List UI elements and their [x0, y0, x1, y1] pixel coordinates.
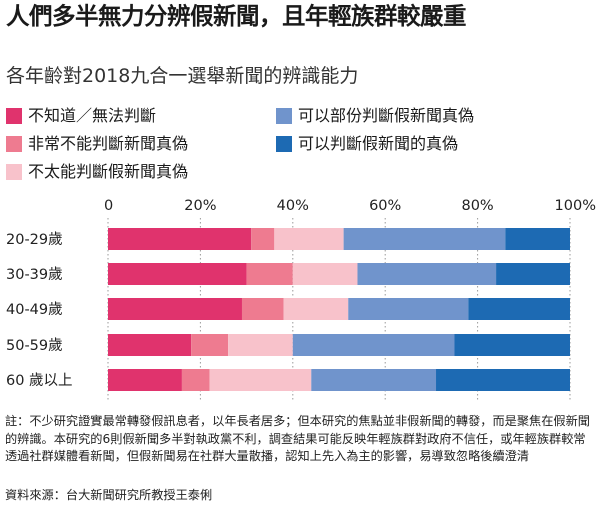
bar-segment [241, 298, 284, 320]
x-tick-label: 80% [461, 198, 493, 214]
bar-segment [246, 263, 293, 285]
bar-segment [292, 334, 455, 356]
x-tick-label: 20% [184, 198, 216, 214]
bar-segment [274, 228, 344, 250]
bar-segment [108, 369, 182, 391]
bar-segment [357, 263, 497, 285]
bar-segment [468, 298, 570, 320]
legend-label: 不知道／無法判斷 [28, 106, 157, 125]
legend-item-able: 可以判斷假新聞的真偽 [276, 133, 458, 155]
category-label: 40-49歲 [6, 301, 63, 318]
legend-swatch [6, 164, 22, 180]
bar-segment [191, 334, 229, 356]
bar-segment [209, 369, 312, 391]
bar-segment [108, 298, 242, 320]
legend-swatch [6, 108, 22, 124]
bar-segment [292, 263, 358, 285]
bar-segment [251, 228, 275, 250]
footnote: 註：不少研究證實最常轉發假訊息者，以年長者居多；但本研究的焦點並非假新聞的轉發，… [5, 414, 590, 463]
bar-segment [343, 228, 506, 250]
bar-segment [108, 228, 252, 250]
legend-swatch [6, 136, 22, 152]
category-label: 30-39歲 [6, 266, 63, 283]
legend-swatch [276, 136, 292, 152]
legend-item-partly-able: 可以部份判斷假新聞真偽 [276, 105, 474, 127]
x-tick-label: 100% [555, 198, 596, 214]
bar-segment [436, 369, 570, 391]
x-tick-label: 60% [369, 198, 401, 214]
source-credit: 資料來源：台大新聞研究所教授王泰俐 [5, 488, 213, 502]
bar-segment [496, 263, 570, 285]
legend-label: 非常不能判斷新聞真偽 [28, 134, 189, 153]
legend-swatch [276, 108, 292, 124]
legend-label: 不太能判斷假新聞真偽 [28, 162, 189, 181]
bar-segment [311, 369, 437, 391]
legend-label: 可以部份判斷假新聞真偽 [298, 106, 475, 125]
bar-segment [228, 334, 293, 356]
legend-item-strongly-unable: 非常不能判斷新聞真偽 [6, 133, 188, 155]
legend-label: 可以判斷假新聞的真偽 [298, 134, 459, 153]
category-label: 50-59歲 [6, 337, 63, 354]
bar-segment [181, 369, 210, 391]
legend-item-somewhat-unable: 不太能判斷假新聞真偽 [6, 161, 188, 183]
bar-segment [108, 263, 247, 285]
bar-segment [505, 228, 570, 250]
category-label: 20-29歲 [6, 231, 63, 248]
legend-item-unknown: 不知道／無法判斷 [6, 105, 156, 127]
bar-segment [454, 334, 570, 356]
category-label: 60 歲以上 [6, 372, 73, 389]
chart-title: 人們多半無力分辨假新聞，且年輕族群較嚴重 [6, 2, 467, 30]
x-tick-label: 0 [104, 198, 113, 214]
x-tick-label: 40% [277, 198, 309, 214]
bar-segment [108, 334, 192, 356]
bar-segment [283, 298, 349, 320]
bar-segment [348, 298, 469, 320]
chart-subtitle: 各年齡對2018九合一選舉新聞的辨識能力 [6, 65, 359, 87]
stacked-bar-chart: 0 20% 40% 60% 80% 100% 20-29歲 30-39歲 40-49歲 50-59… [6, 198, 596, 402]
